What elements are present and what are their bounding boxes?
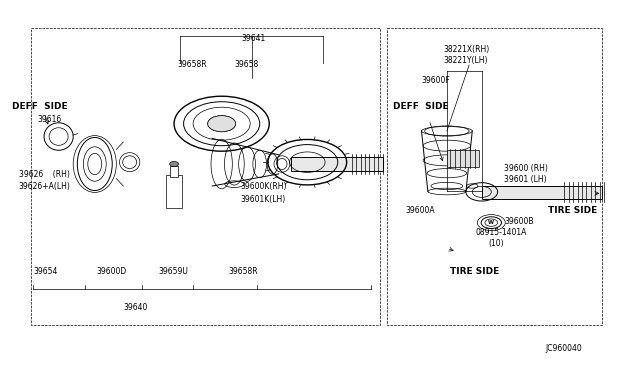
Bar [482,186,602,199]
Text: W: W [488,220,494,225]
Text: 39641: 39641 [241,34,266,43]
Bar [387,28,602,325]
Bar [291,157,383,171]
Text: 39600D: 39600D [97,267,127,276]
Text: TIRE SIDE: TIRE SIDE [450,267,499,276]
Text: 39600F: 39600F [422,76,451,85]
Text: 39626+A(LH): 39626+A(LH) [19,182,70,191]
Text: JC960040: JC960040 [545,344,582,353]
Text: 39626    (RH): 39626 (RH) [19,170,70,179]
Text: 39654: 39654 [33,267,58,276]
Text: 39600 (RH): 39600 (RH) [504,164,548,173]
Text: 39600K(RH): 39600K(RH) [241,182,287,191]
Text: 08915-1401A: 08915-1401A [476,228,527,237]
Text: 39600A: 39600A [406,206,435,215]
Text: 39640: 39640 [124,303,148,312]
Text: 39658: 39658 [234,60,259,68]
Text: 39616: 39616 [38,115,62,124]
Circle shape [208,116,236,132]
Circle shape [485,219,498,226]
Circle shape [481,217,502,228]
Text: 39659U: 39659U [158,267,188,276]
Text: DEFF  SIDE: DEFF SIDE [393,102,449,111]
Text: 39658R: 39658R [177,60,207,68]
Text: 39658R: 39658R [228,267,258,276]
Text: TIRE SIDE: TIRE SIDE [548,206,598,215]
Text: DEFF  SIDE: DEFF SIDE [12,102,68,111]
Bar [170,166,178,177]
Bar [31,28,380,325]
Bar [447,150,479,167]
Text: (10): (10) [488,239,504,248]
Text: 38221Y(LH): 38221Y(LH) [444,56,488,65]
Text: 38221X(RH): 38221X(RH) [444,45,490,54]
Text: 39600B: 39600B [504,217,534,226]
Bar [166,175,182,208]
Text: 39601 (LH): 39601 (LH) [504,175,547,184]
Text: 39601K(LH): 39601K(LH) [241,195,286,204]
Circle shape [170,161,179,167]
